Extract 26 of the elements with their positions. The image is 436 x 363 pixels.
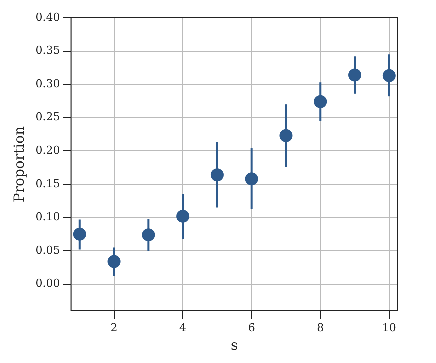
y-tick-label: 0.25 — [36, 110, 60, 124]
x-tick-label: 4 — [180, 321, 187, 334]
y-tick-label: 0.20 — [36, 144, 60, 158]
point — [382, 69, 396, 82]
point — [348, 68, 362, 82]
point — [245, 172, 258, 186]
y-tick-label: 0.05 — [36, 244, 60, 257]
x-tick-label: 6 — [248, 321, 256, 334]
y-tick-label: 0.00 — [36, 277, 60, 290]
x-tick-label: 2 — [110, 321, 118, 334]
y-tick-label: 0.15 — [36, 177, 60, 190]
point — [108, 255, 121, 268]
y-axis-title: Proportion — [12, 126, 28, 203]
point — [176, 210, 190, 223]
point — [73, 228, 86, 241]
y-tick-label: 0.30 — [36, 77, 60, 90]
point — [210, 168, 224, 182]
y-tick-label: 0.40 — [36, 10, 60, 24]
x-axis-title: s — [231, 338, 238, 354]
y-tick-label: 0.35 — [36, 44, 60, 58]
point — [280, 129, 293, 142]
point — [314, 95, 328, 108]
x-tick-label: 10 — [382, 321, 396, 334]
x-tick-label: 8 — [317, 321, 324, 334]
point — [142, 228, 156, 242]
y-tick-label: 0.10 — [36, 210, 60, 224]
